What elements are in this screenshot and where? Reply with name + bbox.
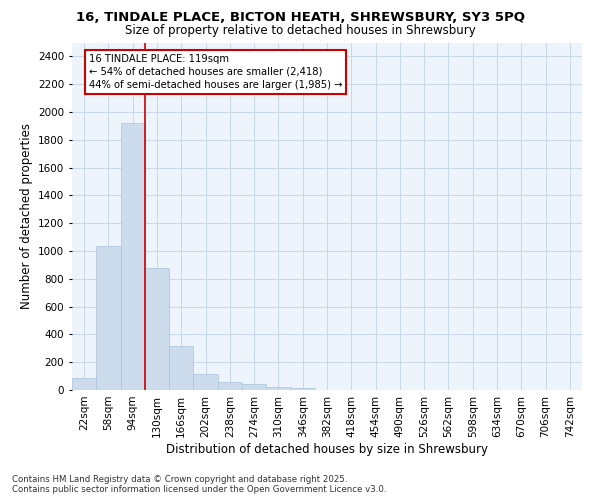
Bar — [169, 346, 193, 390]
Bar — [218, 382, 242, 390]
Bar — [145, 268, 169, 390]
X-axis label: Distribution of detached houses by size in Shrewsbury: Distribution of detached houses by size … — [166, 442, 488, 456]
Text: Size of property relative to detached houses in Shrewsbury: Size of property relative to detached ho… — [125, 24, 475, 37]
Text: 16 TINDALE PLACE: 119sqm
← 54% of detached houses are smaller (2,418)
44% of sem: 16 TINDALE PLACE: 119sqm ← 54% of detach… — [89, 54, 342, 90]
Bar — [121, 123, 145, 390]
Bar — [72, 378, 96, 390]
Text: Contains HM Land Registry data © Crown copyright and database right 2025.
Contai: Contains HM Land Registry data © Crown c… — [12, 474, 386, 494]
Text: 16, TINDALE PLACE, BICTON HEATH, SHREWSBURY, SY3 5PQ: 16, TINDALE PLACE, BICTON HEATH, SHREWSB… — [76, 11, 524, 24]
Bar — [96, 246, 121, 390]
Y-axis label: Number of detached properties: Number of detached properties — [20, 123, 32, 309]
Bar — [290, 388, 315, 390]
Bar — [193, 374, 218, 390]
Bar — [242, 384, 266, 390]
Bar — [266, 387, 290, 390]
